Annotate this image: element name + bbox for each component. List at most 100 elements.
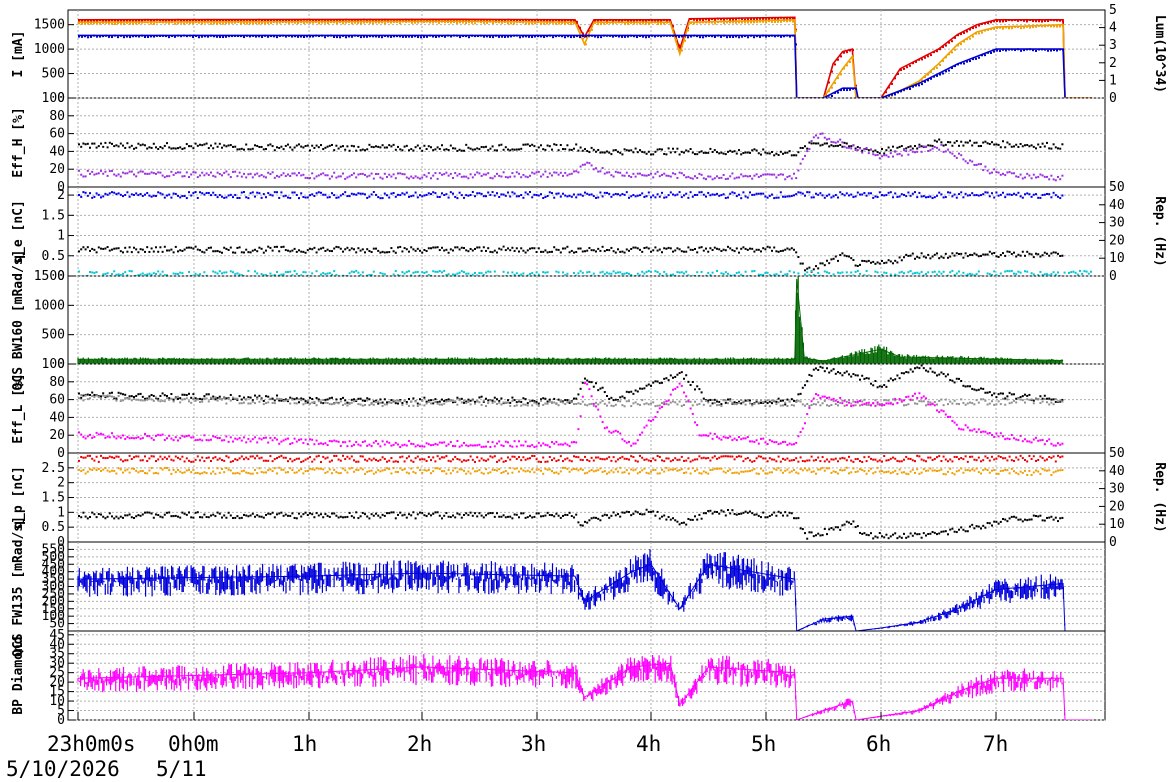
series-2-point — [111, 248, 113, 251]
series-3-point — [614, 272, 617, 275]
series-1-point — [227, 456, 230, 459]
series-2-point — [317, 400, 320, 403]
series-2-point — [940, 255, 943, 258]
series-1-point — [471, 190, 474, 193]
series-3-point — [315, 439, 318, 442]
series-1-point — [234, 145, 237, 148]
series-2-point — [647, 247, 650, 250]
series-2-point — [172, 251, 175, 254]
series-2-point — [872, 153, 875, 156]
series-2-point — [144, 250, 146, 253]
series-3-point — [1004, 438, 1007, 441]
series-3-point — [492, 36, 494, 39]
series-1-point — [872, 384, 875, 387]
series-1-point — [346, 145, 349, 148]
series-2-point — [205, 248, 208, 251]
series-3-point — [159, 434, 162, 437]
series-2-point — [414, 175, 417, 178]
series-2-point — [599, 401, 602, 404]
series-3-point — [333, 439, 336, 442]
series-1-point — [262, 148, 265, 151]
series-1-point — [496, 460, 498, 463]
series-3-point — [792, 34, 794, 37]
series-1-point — [157, 147, 160, 150]
series-2-point — [1046, 175, 1048, 178]
series-1-point — [683, 194, 685, 197]
series-1-point — [537, 460, 540, 463]
series-1-point — [966, 141, 969, 144]
series-2-point — [304, 402, 307, 405]
series-2-point — [227, 173, 230, 176]
series-2-point — [828, 262, 831, 265]
series-3-point — [264, 34, 266, 37]
series-2-point — [874, 154, 877, 157]
series-3-point — [672, 34, 674, 37]
series-1-point — [867, 149, 870, 152]
series-2-point — [702, 249, 705, 252]
series-2-point — [939, 63, 941, 66]
series-1-point — [548, 455, 551, 458]
series-2-point — [344, 248, 347, 251]
series-3-point — [918, 84, 920, 87]
series-1-point — [788, 195, 791, 198]
series-2-point — [683, 403, 685, 406]
series-3-point — [229, 270, 232, 273]
series-2-point — [883, 262, 886, 265]
series-1-point — [559, 144, 562, 147]
series-3-point — [567, 35, 569, 38]
series-3-point — [309, 35, 311, 38]
series-1-point — [342, 454, 344, 457]
series-3-point — [850, 271, 853, 274]
series-2-point — [617, 171, 619, 174]
series-3-point — [401, 444, 404, 447]
series-1-point — [636, 19, 638, 22]
series-1-point — [883, 384, 886, 387]
series-2-point — [115, 174, 118, 177]
series-1-point — [133, 147, 135, 150]
series-3-point — [261, 35, 263, 38]
series-3-point — [148, 272, 151, 275]
series-1-point — [665, 196, 668, 199]
series-2-point — [507, 401, 509, 404]
series-3-point — [526, 445, 529, 448]
y-tick-label-right: 0 — [1109, 91, 1117, 106]
series-3-point — [390, 444, 393, 447]
series-3-point — [762, 274, 765, 276]
series-1-point — [427, 192, 430, 195]
series-3-point — [945, 70, 947, 73]
series-1-point — [927, 144, 930, 147]
series-1-point — [997, 143, 1000, 146]
series-2-point — [102, 172, 105, 175]
series-2-point — [130, 170, 133, 173]
series-2-point — [1052, 178, 1055, 181]
series-1-point — [793, 154, 795, 157]
series-2-point — [212, 174, 215, 177]
series-2-point — [535, 251, 538, 254]
series-2-point — [454, 246, 457, 249]
series-3-point — [172, 439, 175, 442]
series-3-point — [914, 392, 916, 395]
series-2-point — [81, 22, 83, 25]
series-3-point — [360, 36, 362, 39]
series-3-point — [156, 34, 158, 37]
series-2-point — [89, 249, 91, 252]
series-1-point — [828, 371, 831, 374]
series-1-point — [287, 196, 289, 199]
series-1-point — [705, 195, 707, 198]
series-1-point — [966, 194, 969, 197]
series-1-point — [414, 457, 417, 460]
series-2-point — [724, 399, 727, 402]
series-1-point — [276, 19, 278, 22]
series-2-point — [262, 175, 265, 178]
series-2-point — [282, 21, 284, 24]
y-axis-label-right: Rep. (Hz) — [1152, 196, 1167, 266]
series-1-point — [201, 456, 204, 459]
series-1-point — [309, 149, 311, 152]
series-1-point — [326, 398, 329, 401]
series-3-point — [108, 35, 110, 38]
series-1-point — [753, 148, 756, 151]
series-1-point — [636, 194, 639, 197]
series-1-point — [535, 149, 538, 152]
series-3-point — [91, 271, 94, 274]
series-2-point — [683, 174, 685, 177]
